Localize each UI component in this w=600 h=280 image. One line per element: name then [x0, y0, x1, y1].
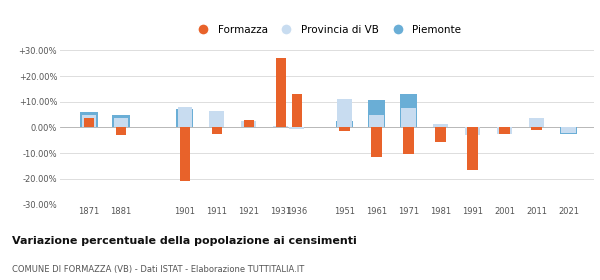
- Bar: [561, 127, 575, 132]
- Bar: [371, 127, 382, 157]
- Bar: [560, 127, 577, 134]
- Bar: [436, 127, 446, 141]
- Bar: [401, 108, 416, 127]
- Bar: [209, 111, 224, 127]
- Bar: [292, 94, 302, 127]
- Bar: [116, 127, 126, 135]
- Bar: [244, 120, 254, 127]
- Bar: [337, 99, 352, 127]
- Bar: [467, 127, 478, 170]
- Bar: [274, 126, 288, 127]
- Bar: [400, 94, 418, 127]
- Bar: [529, 118, 544, 127]
- Bar: [532, 127, 542, 130]
- Legend: Formazza, Provincia di VB, Piemonte: Formazza, Provincia di VB, Piemonte: [190, 22, 464, 38]
- Text: COMUNE DI FORMAZZA (VB) - Dati ISTAT - Elaborazione TUTTITALIA.IT: COMUNE DI FORMAZZA (VB) - Dati ISTAT - E…: [12, 265, 304, 274]
- Bar: [336, 121, 353, 127]
- Bar: [179, 127, 190, 181]
- Bar: [368, 101, 385, 127]
- Bar: [340, 127, 350, 131]
- Bar: [370, 115, 384, 127]
- Bar: [178, 107, 192, 127]
- Bar: [112, 115, 130, 127]
- Bar: [83, 118, 94, 127]
- Bar: [403, 127, 413, 154]
- Bar: [497, 127, 512, 134]
- Bar: [113, 118, 128, 127]
- Bar: [80, 112, 98, 127]
- Bar: [433, 123, 448, 127]
- Bar: [212, 127, 222, 134]
- Bar: [82, 115, 96, 127]
- Text: Variazione percentuale della popolazione ai censimenti: Variazione percentuale della popolazione…: [12, 235, 357, 246]
- Bar: [275, 58, 286, 127]
- Bar: [241, 121, 256, 127]
- Bar: [499, 127, 509, 134]
- Bar: [176, 109, 193, 127]
- Bar: [289, 127, 304, 129]
- Bar: [465, 127, 479, 135]
